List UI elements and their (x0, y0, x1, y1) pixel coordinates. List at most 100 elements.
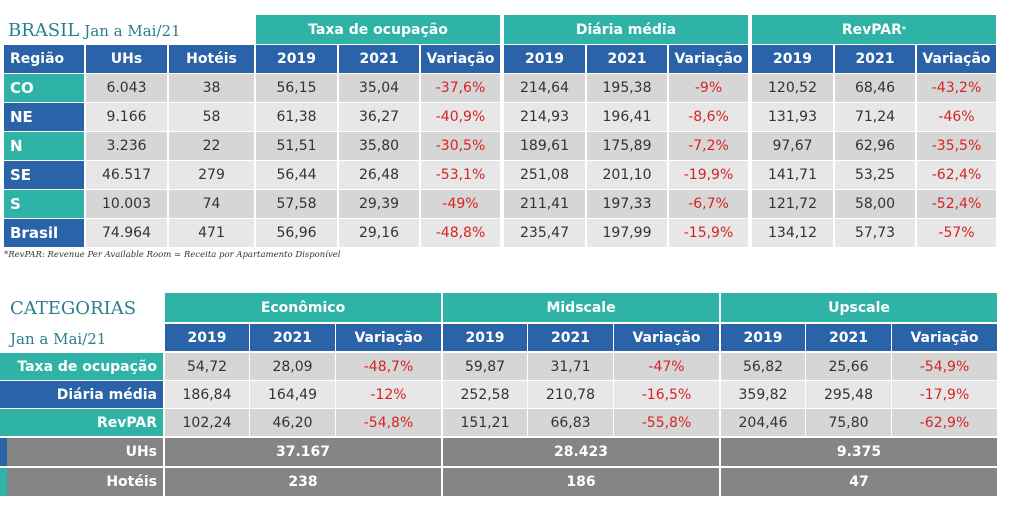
table-cell: 164,49 (250, 381, 335, 408)
table-cell: 57,58 (256, 190, 337, 218)
table-cell: 74.964 (86, 219, 167, 247)
col-header: 2021 (250, 324, 335, 351)
table-cell: -62,4% (917, 161, 996, 189)
col-header: Hotéis (169, 45, 254, 73)
group-diaria-media: Diária média (504, 15, 748, 44)
table-cell: 175,89 (587, 132, 667, 160)
table-cell: 29,16 (339, 219, 419, 247)
region-label: SE (4, 161, 84, 189)
col-header: 2021 (587, 45, 667, 73)
table-cell: 210,78 (528, 381, 613, 408)
table-cell: 196,41 (587, 103, 667, 131)
col-header: 2019 (752, 45, 833, 73)
table-cell: -62,9% (892, 409, 997, 436)
table-cell: 68,46 (835, 74, 915, 102)
col-header: Variação (336, 324, 441, 351)
row-accent (0, 438, 7, 466)
col-header: 2021 (835, 45, 915, 73)
group-revpar: RevPAR * (752, 15, 996, 44)
table-cell: 22 (169, 132, 254, 160)
table-cell: -46% (917, 103, 996, 131)
table-cell: 54,72 (165, 353, 249, 380)
col-header: 2021 (339, 45, 419, 73)
table-cell: -54,8% (336, 409, 441, 436)
table-cell: 31,71 (528, 353, 613, 380)
table-cell: -16,5% (614, 381, 719, 408)
table-cell: -57% (917, 219, 996, 247)
table-cell: -52,4% (917, 190, 996, 218)
table-cell: 186,84 (165, 381, 249, 408)
table-cell: 58,00 (835, 190, 915, 218)
table-cell: -43,2% (917, 74, 996, 102)
region-label: Brasil (4, 219, 84, 247)
total-cell: 186 (443, 468, 719, 496)
group-upscale: Upscale (721, 293, 997, 322)
table-cell: 214,93 (504, 103, 585, 131)
table-cell: 141,71 (752, 161, 833, 189)
table-cell: 59,87 (443, 353, 527, 380)
table-cell: -55,8% (614, 409, 719, 436)
table-cell: 197,33 (587, 190, 667, 218)
region-label: N (4, 132, 84, 160)
table-cell: -49% (421, 190, 500, 218)
table-cell: 197,99 (587, 219, 667, 247)
col-header: 2021 (806, 324, 891, 351)
group-midscale-label: Midscale (546, 299, 616, 316)
brasil-period: Jan a Mai/21 (84, 22, 181, 40)
categorias-period: Jan a Mai/21 (10, 330, 107, 348)
table-cell: 204,46 (721, 409, 805, 436)
col-header: 2019 (256, 45, 337, 73)
table-cell: -53,1% (421, 161, 500, 189)
row-label: Taxa de ocupação (0, 353, 163, 380)
table-cell: 6.043 (86, 74, 167, 102)
table-cell: 359,82 (721, 381, 805, 408)
table-cell: -9% (669, 74, 748, 102)
table-cell: -12% (336, 381, 441, 408)
group-revpar-label: RevPAR (841, 21, 902, 38)
total-label: UHs (7, 438, 163, 466)
table-cell: 35,80 (339, 132, 419, 160)
table-cell: 26,48 (339, 161, 419, 189)
table-cell: 214,64 (504, 74, 585, 102)
col-header: 2019 (721, 324, 805, 351)
table-cell: 97,67 (752, 132, 833, 160)
total-cell: 9.375 (721, 438, 997, 466)
group-midscale: Midscale (443, 293, 719, 322)
col-header: Variação (917, 45, 996, 73)
table-cell: 46,20 (250, 409, 335, 436)
table-cell: 46.517 (86, 161, 167, 189)
col-header: Variação (669, 45, 748, 73)
table-cell: 235,47 (504, 219, 585, 247)
table-cell: 25,66 (806, 353, 891, 380)
table-cell: 29,39 (339, 190, 419, 218)
table-cell: 56,82 (721, 353, 805, 380)
table-cell: -37,6% (421, 74, 500, 102)
row-accent (0, 468, 7, 496)
table-cell: -30,5% (421, 132, 500, 160)
group-diaria-media-label: Diária média (575, 21, 677, 38)
table-cell: 134,12 (752, 219, 833, 247)
brasil-title: BRASIL Jan a Mai/21 (8, 18, 181, 44)
brasil-title-text: BRASIL (8, 20, 80, 41)
revpar-footnote: *RevPAR: Revenue Per Available Room = Re… (4, 250, 341, 260)
table-cell: -35,5% (917, 132, 996, 160)
total-cell: 28.423 (443, 438, 719, 466)
col-header: Variação (614, 324, 719, 351)
table-cell: 252,58 (443, 381, 527, 408)
col-header: 2019 (443, 324, 527, 351)
revpar-footnote-mark: * (901, 25, 907, 34)
region-label: S (4, 190, 84, 218)
region-label: NE (4, 103, 84, 131)
total-cell: 37.167 (165, 438, 441, 466)
table-cell: 279 (169, 161, 254, 189)
total-label: Hotéis (7, 468, 163, 496)
table-cell: -48,8% (421, 219, 500, 247)
group-economico: Econômico (165, 293, 441, 322)
table-cell: -17,9% (892, 381, 997, 408)
table-cell: 3.236 (86, 132, 167, 160)
table-cell: 10.003 (86, 190, 167, 218)
total-cell: 47 (721, 468, 997, 496)
table-cell: -19,9% (669, 161, 748, 189)
table-cell: 211,41 (504, 190, 585, 218)
table-cell: 51,51 (256, 132, 337, 160)
